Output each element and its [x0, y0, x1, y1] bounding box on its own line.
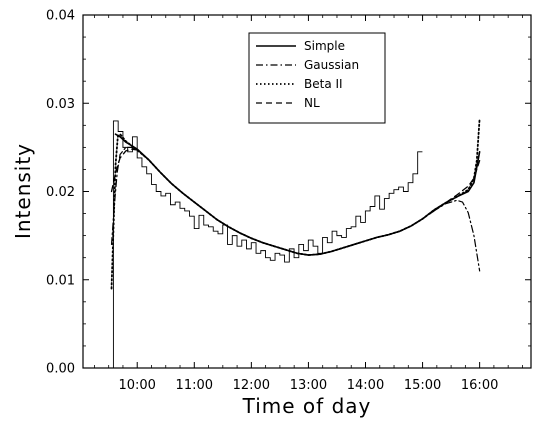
legend-label: Beta II — [304, 77, 343, 91]
y-tick-label: 0.02 — [46, 185, 75, 200]
x-tick-label: 10:00 — [118, 378, 155, 393]
legend-label: Gaussian — [304, 58, 359, 72]
y-tick-label: 0.00 — [46, 362, 75, 377]
x-tick-label: 16:00 — [461, 378, 498, 393]
x-tick-label: 13:00 — [290, 378, 327, 393]
series-line-nl — [110, 148, 481, 256]
legend-box — [248, 32, 386, 124]
series-line-beta-ii — [110, 117, 481, 290]
y-tick-label: 0.03 — [46, 97, 75, 112]
y-axis-title: Intensity — [11, 143, 35, 239]
x-tick-label: 11:00 — [176, 378, 213, 393]
histogram — [112, 120, 423, 368]
x-tick-label: 14:00 — [347, 378, 384, 393]
x-axis-title: Time of day — [242, 394, 372, 418]
series-lines — [110, 117, 481, 290]
x-tick-label: 12:00 — [233, 378, 270, 393]
x-tick-label: 15:00 — [404, 378, 441, 393]
y-tick-label: 0.01 — [46, 273, 75, 288]
legend: Simple Gaussian Beta II NL — [248, 32, 386, 124]
y-tick-label: 0.04 — [46, 9, 75, 24]
y-axis: 0.00 0.01 0.02 0.03 0.04 — [46, 9, 531, 377]
histogram-outline — [112, 120, 423, 368]
legend-label: Simple — [304, 39, 345, 53]
legend-label: NL — [304, 96, 320, 110]
x-axis: 10:00 11:00 12:00 13:00 14:00 15:00 16:00 — [94, 15, 523, 393]
